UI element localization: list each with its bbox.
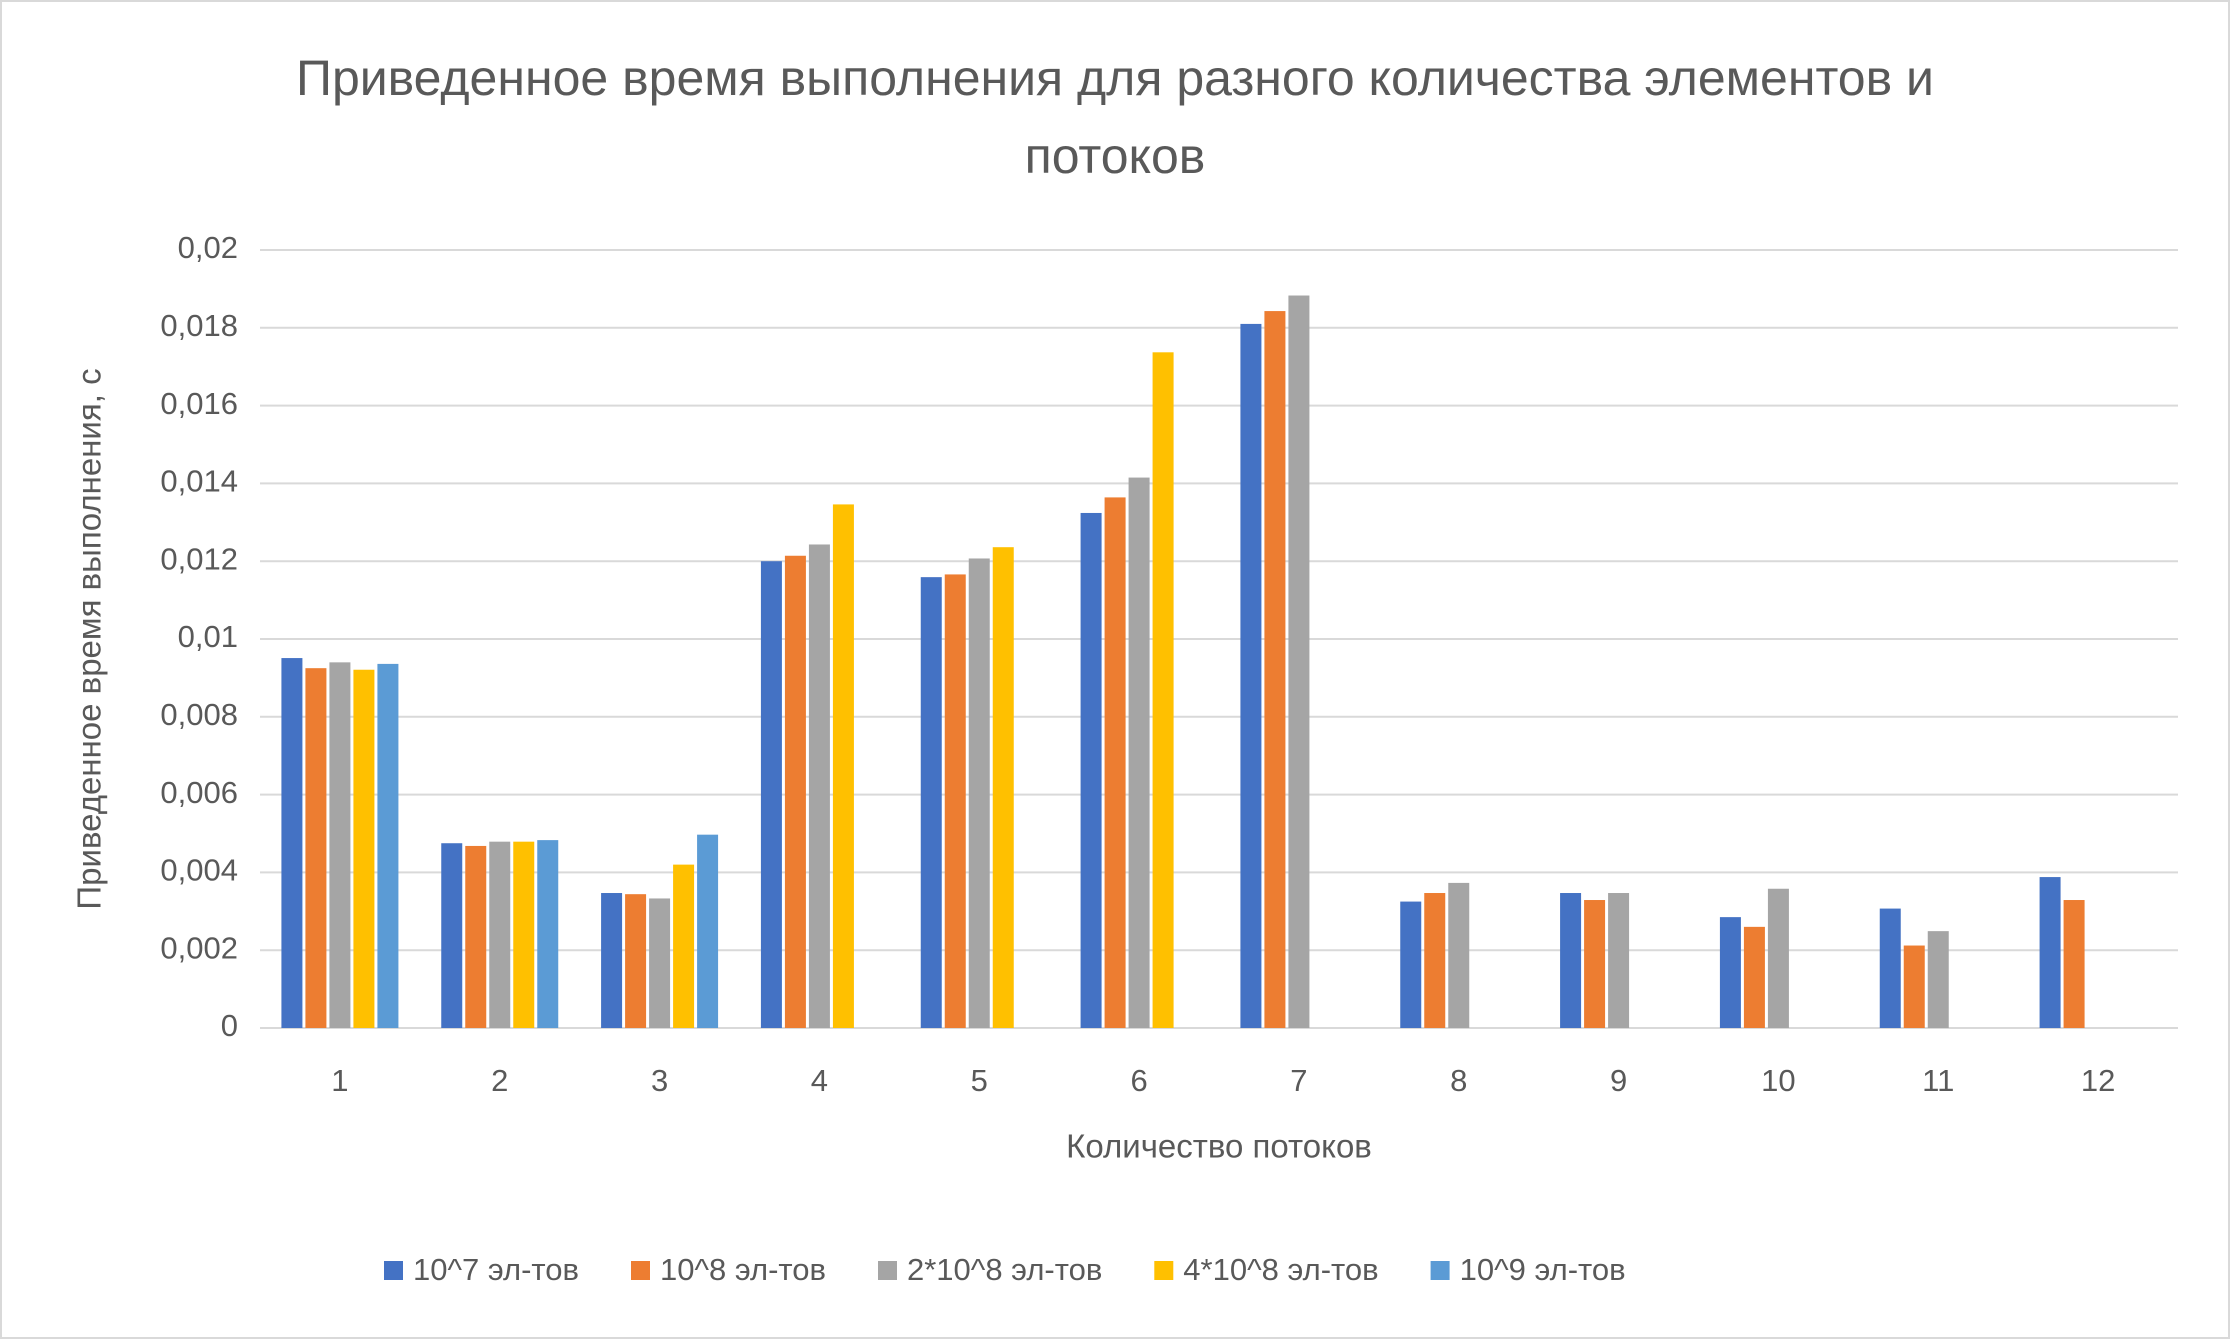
bar xyxy=(281,658,303,1028)
legend-label: 10^8 эл-тов xyxy=(660,1252,826,1287)
y-tick-label: 0,014 xyxy=(160,464,238,499)
legend-marker xyxy=(1430,1261,1450,1280)
y-tick-label: 0,012 xyxy=(160,541,238,576)
bar xyxy=(649,898,671,1028)
bar xyxy=(784,555,806,1028)
x-tick-label: 12 xyxy=(2081,1063,2115,1098)
bar xyxy=(537,840,559,1028)
x-tick-label: 6 xyxy=(1130,1063,1147,1098)
bar xyxy=(1608,893,1630,1028)
bar xyxy=(1400,901,1422,1028)
bar xyxy=(625,894,647,1028)
bar xyxy=(760,561,782,1028)
bar xyxy=(1743,926,1765,1028)
y-axis-title: Приведенное время выполнения, с xyxy=(71,368,108,909)
legend-label: 10^7 эл-тов xyxy=(413,1252,579,1287)
y-tick-label: 0,006 xyxy=(160,775,238,810)
chart-title: Приведенное время выполнения для разного… xyxy=(296,50,1934,184)
bar xyxy=(1424,893,1446,1028)
bar xyxy=(353,669,375,1028)
bar xyxy=(1128,477,1150,1028)
legend-label: 2*10^8 эл-тов xyxy=(907,1252,1102,1287)
x-tick-label: 9 xyxy=(1610,1063,1627,1098)
legend-marker xyxy=(878,1261,897,1280)
bar xyxy=(992,547,1014,1028)
bar xyxy=(377,663,399,1028)
x-tick-label: 8 xyxy=(1450,1063,1467,1098)
bar xyxy=(601,893,623,1028)
bar xyxy=(1879,908,1901,1028)
y-tick-label: 0,01 xyxy=(178,619,238,654)
bar xyxy=(832,504,854,1028)
x-tick-label: 5 xyxy=(971,1063,988,1098)
legend-marker xyxy=(1154,1261,1174,1280)
bar xyxy=(329,662,351,1028)
x-tick-label: 11 xyxy=(1922,1063,1954,1098)
bar xyxy=(1903,945,1925,1028)
bar xyxy=(513,841,535,1028)
bar xyxy=(1927,931,1949,1028)
bar xyxy=(1104,497,1126,1028)
legend-label: 4*10^8 эл-тов xyxy=(1183,1252,1378,1287)
x-tick-label: 2 xyxy=(491,1063,508,1098)
legend-label: 10^9 эл-тов xyxy=(1460,1252,1626,1287)
bar xyxy=(968,558,990,1028)
bar xyxy=(1560,893,1582,1028)
x-tick-label: 3 xyxy=(651,1063,668,1098)
bar xyxy=(1240,323,1262,1028)
y-tick-label: 0 xyxy=(221,1008,238,1043)
x-tick-label: 4 xyxy=(811,1063,828,1098)
y-tick-label: 0,016 xyxy=(160,386,238,421)
y-tick-label: 0,008 xyxy=(160,697,238,732)
x-tick-label: 1 xyxy=(331,1063,348,1098)
bar xyxy=(673,864,695,1028)
bar xyxy=(305,668,327,1028)
bar xyxy=(808,544,830,1028)
bar xyxy=(1288,295,1310,1028)
bar xyxy=(465,845,487,1028)
bar xyxy=(1448,882,1470,1028)
bar xyxy=(441,843,463,1028)
bar xyxy=(1264,311,1286,1028)
x-axis-title: Количество потоков xyxy=(1066,1128,1372,1165)
bar xyxy=(697,834,719,1028)
y-tick-label: 0,002 xyxy=(160,930,238,965)
y-tick-label: 0,02 xyxy=(178,230,238,265)
bar xyxy=(1080,512,1102,1028)
bar xyxy=(2039,877,2061,1028)
x-tick-label: 10 xyxy=(1761,1063,1795,1098)
bar xyxy=(1719,917,1741,1028)
bar xyxy=(1584,900,1606,1028)
bar xyxy=(1152,352,1174,1028)
bar xyxy=(489,841,511,1028)
bar xyxy=(920,577,942,1028)
legend-marker xyxy=(631,1261,650,1280)
legend-marker xyxy=(384,1261,403,1280)
x-tick-label: 7 xyxy=(1290,1063,1307,1098)
y-tick-label: 0,018 xyxy=(160,308,238,343)
bar xyxy=(944,574,966,1028)
y-tick-label: 0,004 xyxy=(160,853,238,888)
bar xyxy=(2063,900,2085,1028)
bar xyxy=(1767,888,1789,1028)
